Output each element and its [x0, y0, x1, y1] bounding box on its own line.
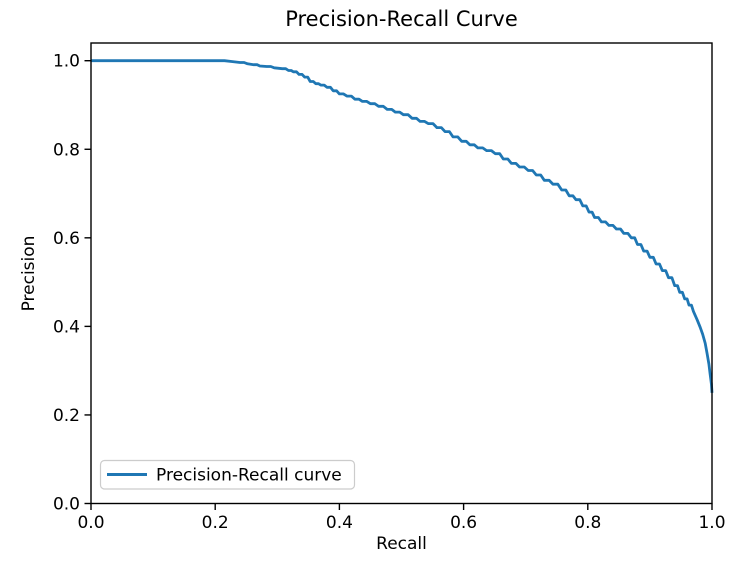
y-axis-label: Precision	[19, 236, 39, 312]
y-tick-label: 0.2	[53, 406, 80, 426]
legend-label: Precision-Recall curve	[156, 466, 342, 486]
y-tick-label: 0.0	[53, 495, 80, 515]
y-tick-label: 0.4	[53, 317, 80, 337]
x-axis-label: Recall	[376, 534, 427, 554]
y-axis-ticks: 0.0 0.2 0.4 0.6 0.8 1.0	[53, 52, 91, 515]
legend-box	[99, 459, 356, 490]
chart-title: Precision-Recall Curve	[285, 7, 518, 31]
x-tick-label: 0.8	[574, 513, 601, 533]
x-tick-label: 0.2	[202, 513, 229, 533]
y-tick-label: 0.6	[53, 229, 80, 249]
x-axis-ticks: 0.0 0.2 0.4 0.6 0.8 1.0	[77, 503, 726, 533]
x-tick-label: 1.0	[698, 513, 725, 533]
y-tick-label: 1.0	[53, 52, 80, 72]
x-tick-label: 0.0	[77, 513, 104, 533]
x-tick-label: 0.6	[450, 513, 477, 533]
legend: Precision-Recall curve	[99, 459, 356, 490]
x-tick-label: 0.4	[326, 513, 353, 533]
pr-curve-line	[91, 59, 714, 393]
plot-area-border	[90, 42, 713, 505]
y-tick-label: 0.8	[53, 140, 80, 160]
